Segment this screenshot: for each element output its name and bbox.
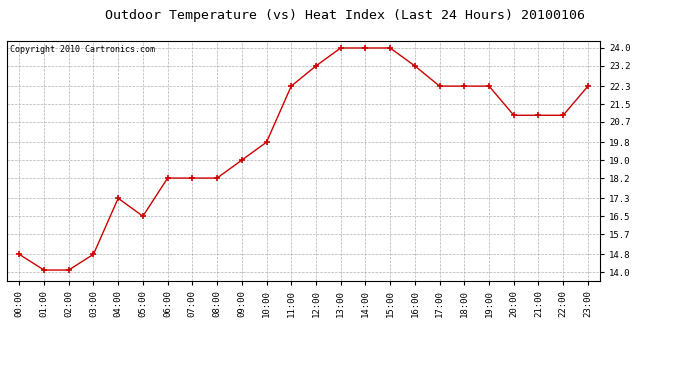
Text: Copyright 2010 Cartronics.com: Copyright 2010 Cartronics.com	[10, 45, 155, 54]
Text: Outdoor Temperature (vs) Heat Index (Last 24 Hours) 20100106: Outdoor Temperature (vs) Heat Index (Las…	[105, 9, 585, 22]
